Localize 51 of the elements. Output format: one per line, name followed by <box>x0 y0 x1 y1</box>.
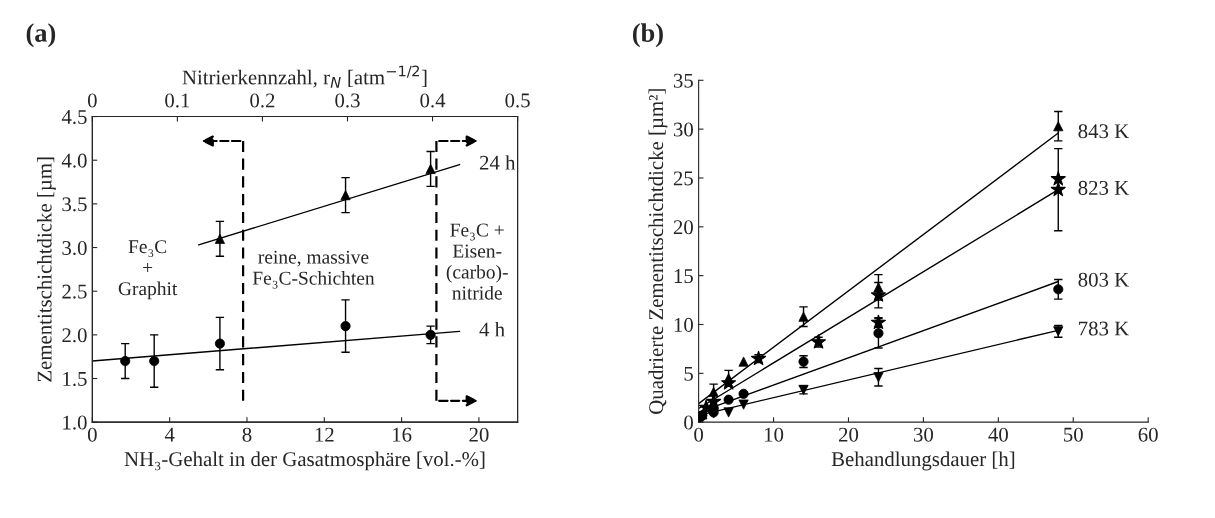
y-axis-title: Zementitschichtdicke [µm] <box>36 157 56 382</box>
x2-tick-label: 0.3 <box>335 93 360 108</box>
legend-label: 24 h <box>479 155 516 170</box>
chart-title: (b) <box>632 23 663 48</box>
y-tick-label: 5 <box>684 366 693 381</box>
x-tick-label: 0 <box>694 427 704 442</box>
x-tick-label: 4 <box>164 427 175 442</box>
x-tick-label: 0 <box>87 427 97 442</box>
y-tick-label: 15 <box>674 269 693 284</box>
x2-tick-label: 0.1 <box>165 93 190 108</box>
x-axis-title: Behandlungsdauer [h] <box>831 451 1015 471</box>
series-label: 843 K <box>1078 124 1129 139</box>
y-tick-label: 0 <box>684 415 693 430</box>
y-tick-label: 2.5 <box>62 284 87 299</box>
x-tick-label: 30 <box>913 427 934 442</box>
x-tick-label: 20 <box>469 427 489 442</box>
y-tick-label: 35 <box>673 73 693 88</box>
x-tick-label: 60 <box>1138 427 1158 442</box>
x-tick-label: 50 <box>1064 427 1083 442</box>
x-tick-label: 16 <box>393 427 412 442</box>
chart-title: (a) <box>26 23 56 48</box>
series-label: 4 h <box>479 321 505 337</box>
annotation: Fe₃C + Graphit <box>118 240 178 300</box>
series-label: 783 K <box>1079 321 1129 336</box>
y-tick-label: 10 <box>674 317 693 332</box>
x-tick-label: 10 <box>764 427 784 442</box>
y-tick-label: 4.5 <box>61 110 87 125</box>
x-tick-label: 40 <box>988 427 1008 442</box>
x-tick-label: 8 <box>242 427 252 442</box>
x2-tick-label: 0.2 <box>250 93 275 108</box>
y-tick-label: 3.0 <box>62 240 87 256</box>
y-tick-label: 1.5 <box>63 371 87 387</box>
series-label: 803 K <box>1078 272 1129 287</box>
x-tick-label: 12 <box>315 427 334 442</box>
y-axis-title: Quadrierte Zementitschichtdicke [µm²] <box>648 89 668 414</box>
y-tick-label: 1.0 <box>63 415 87 430</box>
y-tick-label: 4.0 <box>61 153 87 168</box>
x2-tick-label: 0.5 <box>505 93 530 108</box>
y-tick-label: 30 <box>673 122 693 137</box>
y-tick-label: 3.5 <box>62 197 87 212</box>
x2-tick-label: 0 <box>87 93 97 108</box>
x-axis-title: NH₃-Gehalt in der Gasatmosphäre [vol.-%] <box>124 451 485 471</box>
x-tick-label: 20 <box>838 427 859 442</box>
y-tick-label: 25 <box>673 171 693 186</box>
y-tick-label: 2.0 <box>62 328 87 343</box>
annotation: reine, massive Fe₃C-Schichten <box>252 250 375 289</box>
y-tick-label: 20 <box>673 220 693 235</box>
x2-tick-label: 0.4 <box>420 93 446 108</box>
x2-axis-title: Nitrierkennzahl, r$_{N}$ [atm$^{−1/2}$] <box>182 65 427 88</box>
annotation: Fe₃C + Eisen- (carbo)- nitride <box>446 223 508 300</box>
series-label: 823 K <box>1078 180 1129 195</box>
